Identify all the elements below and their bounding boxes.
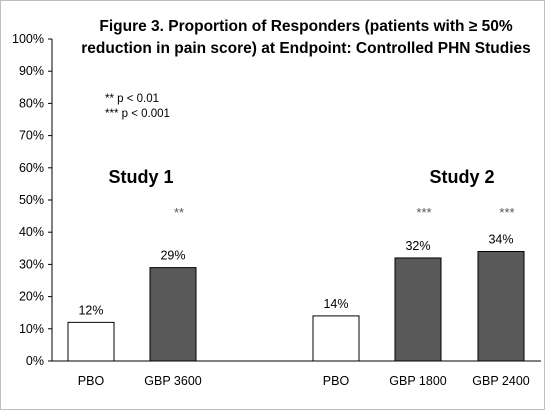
bar (149, 267, 197, 362)
chart-title-line-1: Figure 3. Proportion of Responders (pati… (99, 18, 512, 35)
y-tick-label: 30% (19, 257, 44, 271)
y-tick-label: 40% (19, 225, 44, 239)
category-label: GBP 3600 (144, 374, 202, 388)
y-tick-label: 60% (19, 161, 44, 175)
bars (67, 251, 525, 362)
study-1-label: Study 1 (108, 167, 173, 187)
category-label: GBP 2400 (472, 374, 530, 388)
category-labels: PBO GBP 3600 PBO GBP 1800 GBP 2400 (78, 374, 530, 388)
bar (394, 257, 442, 362)
data-label: 34% (488, 233, 513, 247)
bar (312, 315, 360, 362)
bar (67, 321, 115, 362)
study-2-label: Study 2 (429, 167, 494, 187)
data-label: 12% (78, 303, 103, 317)
significance-marker: *** (499, 205, 514, 220)
y-tick-label: 10% (19, 322, 44, 336)
y-tick-label: 50% (19, 193, 44, 207)
significance-marker: *** (416, 205, 431, 220)
y-tick-label: 100% (12, 32, 44, 46)
bar (477, 251, 525, 362)
data-labels: 12% 29% ** 14% 32% *** 34% *** (78, 205, 514, 317)
y-tick-label: 0% (26, 354, 44, 368)
significance-note-2: *** p < 0.001 (105, 108, 170, 120)
category-label: GBP 1800 (389, 374, 447, 388)
category-label: PBO (323, 374, 350, 388)
data-label: 32% (405, 239, 430, 253)
y-tick-label: 90% (19, 64, 44, 78)
category-label: PBO (78, 374, 105, 388)
significance-note-1: ** p < 0.01 (105, 93, 159, 105)
y-tick-label: 70% (19, 129, 44, 143)
chart-title-line-2: reduction in pain score) at Endpoint: Co… (81, 40, 531, 57)
y-axis: 0% 10% 20% 30% 40% 50% 60% 70% 80% 90% 100% (12, 32, 541, 368)
y-tick-label: 80% (19, 96, 44, 110)
significance-marker: ** (174, 205, 184, 220)
y-tick-label: 20% (19, 290, 44, 304)
data-label: 14% (323, 297, 348, 311)
data-label: 29% (160, 249, 185, 263)
